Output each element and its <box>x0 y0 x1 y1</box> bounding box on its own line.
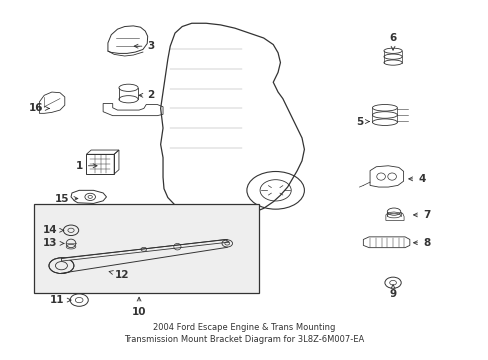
Text: 14: 14 <box>43 225 63 235</box>
Polygon shape <box>61 239 229 261</box>
Ellipse shape <box>49 258 74 274</box>
Text: 1: 1 <box>75 161 97 171</box>
Text: 6: 6 <box>388 33 396 50</box>
Text: 11: 11 <box>49 295 71 305</box>
Text: 7: 7 <box>413 210 429 220</box>
Text: 5: 5 <box>355 117 368 126</box>
Text: 2004 Ford Escape Engine & Trans Mounting
Transmission Mount Bracket Diagram for : 2004 Ford Escape Engine & Trans Mounting… <box>124 323 364 344</box>
Text: 2: 2 <box>139 90 154 100</box>
Text: 12: 12 <box>109 270 129 280</box>
Text: 3: 3 <box>134 41 154 51</box>
Text: 8: 8 <box>413 238 429 248</box>
Text: 9: 9 <box>389 285 396 298</box>
Bar <box>34 204 258 293</box>
Text: 15: 15 <box>55 194 78 203</box>
Text: 16: 16 <box>29 103 49 113</box>
Text: 4: 4 <box>408 174 425 184</box>
Text: 13: 13 <box>43 238 64 248</box>
Text: 10: 10 <box>132 297 146 316</box>
